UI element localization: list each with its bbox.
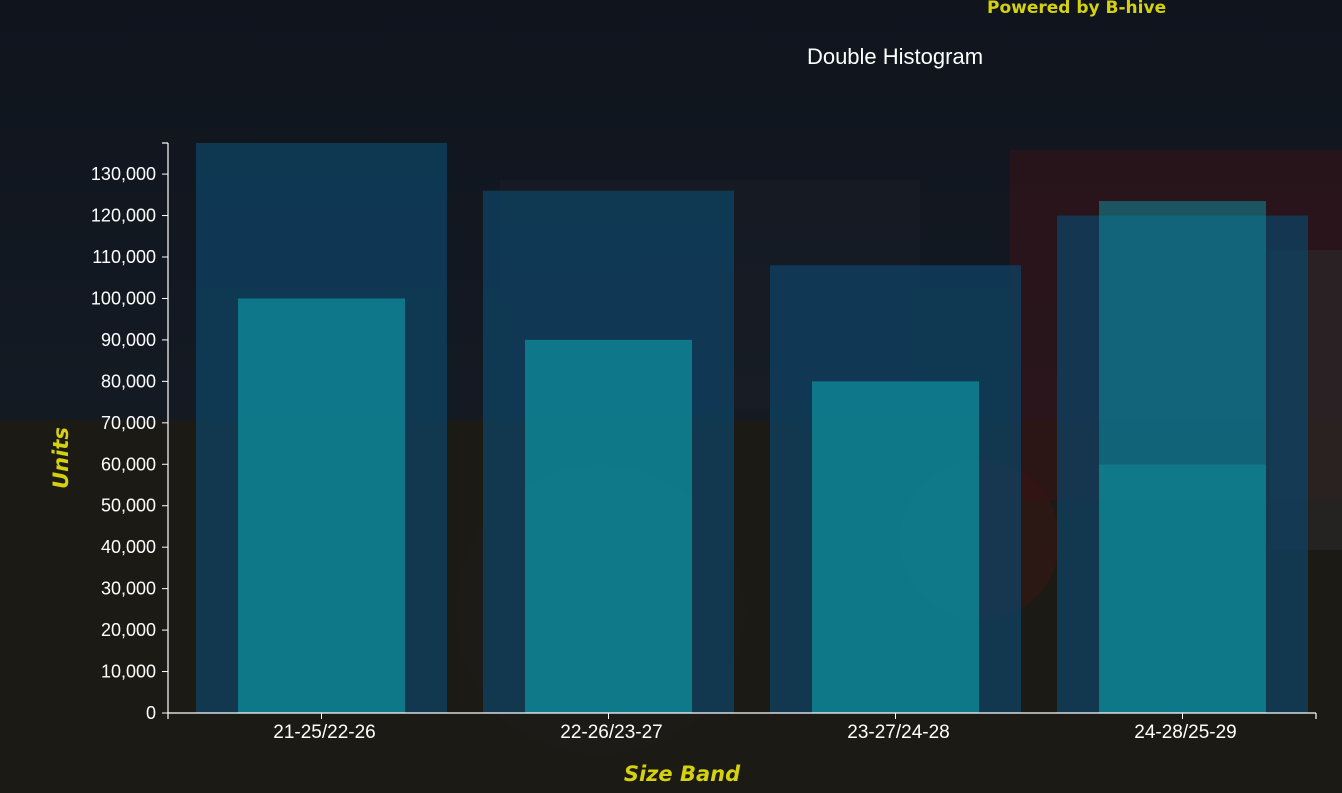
- y-tick-label: 60,000: [101, 454, 156, 474]
- x-axis-title: Size Band: [623, 762, 741, 786]
- y-tick-label: 130,000: [91, 164, 156, 184]
- y-tick-label: 100,000: [91, 288, 156, 308]
- y-tick-label: 120,000: [91, 206, 156, 226]
- y-tick-label: 80,000: [101, 371, 156, 391]
- y-tick-label: 110,000: [92, 247, 156, 267]
- x-tick-label: 21-25/22-26: [273, 722, 375, 743]
- y-tick-label: 0: [146, 703, 156, 723]
- y-tick-label: 90,000: [101, 330, 156, 350]
- x-tick-label: 23-27/24-28: [847, 722, 949, 743]
- y-tick-label: 70,000: [101, 413, 156, 433]
- bar-series-2-1: [525, 339, 692, 713]
- bar-series-2-0: [238, 298, 405, 713]
- powered-by-label: Powered by B-hive: [987, 0, 1167, 18]
- y-axis-title: Units: [49, 427, 73, 489]
- y-tick-label: 40,000: [101, 537, 156, 557]
- overlay-bar: [1099, 201, 1266, 465]
- x-tick-label: 22-26/23-27: [560, 722, 662, 743]
- bar-series-2-3: [1099, 464, 1266, 713]
- x-tick-label: 24-28/25-29: [1134, 722, 1236, 743]
- y-tick-label: 10,000: [101, 662, 156, 682]
- y-tick-label: 50,000: [101, 496, 156, 516]
- bar-series-2-2: [812, 381, 979, 713]
- y-tick-label: 30,000: [101, 579, 156, 599]
- chart-title: Double Histogram: [806, 44, 984, 69]
- y-tick-label: 20,000: [101, 620, 156, 640]
